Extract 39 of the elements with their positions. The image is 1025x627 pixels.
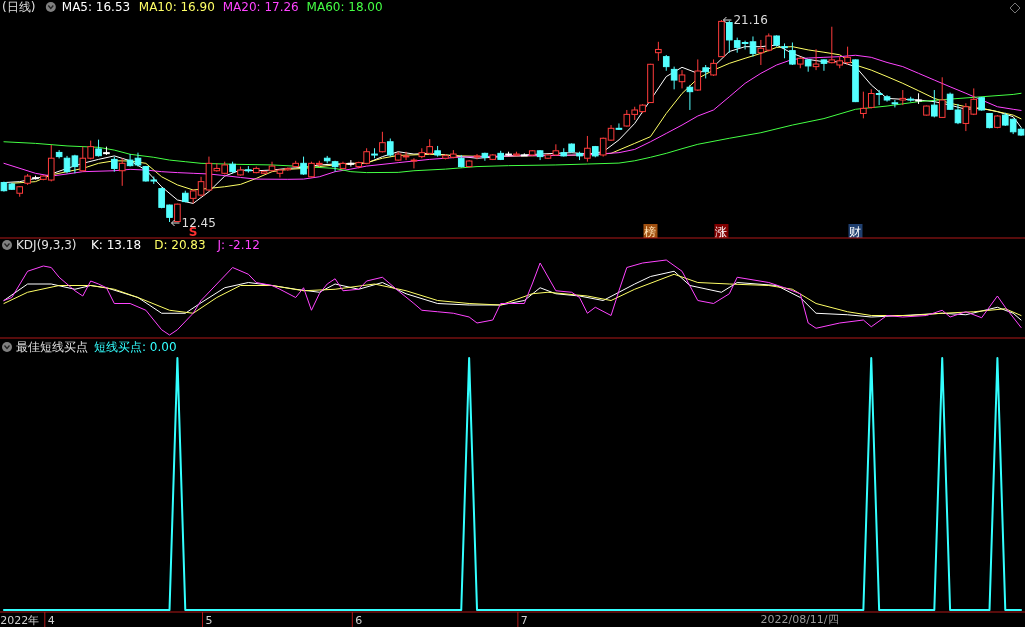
candlestick (584, 135, 591, 163)
text: MA10: 16.90 (138, 0, 215, 14)
series-label: 短线买点: 0.00 (94, 340, 177, 354)
candlestick (686, 84, 694, 111)
candlestick (386, 138, 394, 158)
candlestick (118, 157, 126, 187)
candlestick (938, 76, 946, 119)
candlestick (820, 58, 828, 72)
chart-title: (日线) (2, 0, 36, 14)
text: MA20: 17.26 (222, 0, 299, 14)
candlestick (410, 157, 418, 169)
candlestick (655, 41, 662, 62)
text: MA5: 16.53 (61, 0, 131, 14)
candlestick (615, 122, 623, 131)
text: 2022/08/11/四 (760, 613, 839, 626)
candlestick (875, 89, 883, 106)
text: D: 20.83 (154, 238, 206, 252)
chart-title: 最佳短线买点 (16, 340, 88, 354)
text: K: 13.18 (91, 238, 142, 252)
candlestick (812, 48, 820, 71)
candlestick (860, 91, 867, 119)
candlestick (931, 89, 938, 118)
text: MA60: 18.00 (306, 0, 383, 14)
x-tick-label: 4 (47, 614, 55, 627)
annotation: 21.16 (733, 13, 768, 27)
candlestick (891, 99, 899, 108)
x-tick-label: 7 (520, 614, 528, 627)
x-tick-label: 6 (355, 614, 363, 627)
series-label: J: -2.12 (216, 238, 260, 252)
candlestick (678, 69, 686, 89)
candlestick (789, 42, 796, 66)
candlestick (300, 156, 307, 176)
candlestick (347, 159, 355, 168)
chart-title: KDJ(9,3,3) (16, 238, 77, 252)
x-tick-label: 2022年 (0, 614, 40, 627)
candlestick (331, 160, 339, 173)
candlestick (670, 66, 678, 90)
x-tick-label: 5 (205, 614, 213, 627)
candlestick (694, 58, 702, 92)
